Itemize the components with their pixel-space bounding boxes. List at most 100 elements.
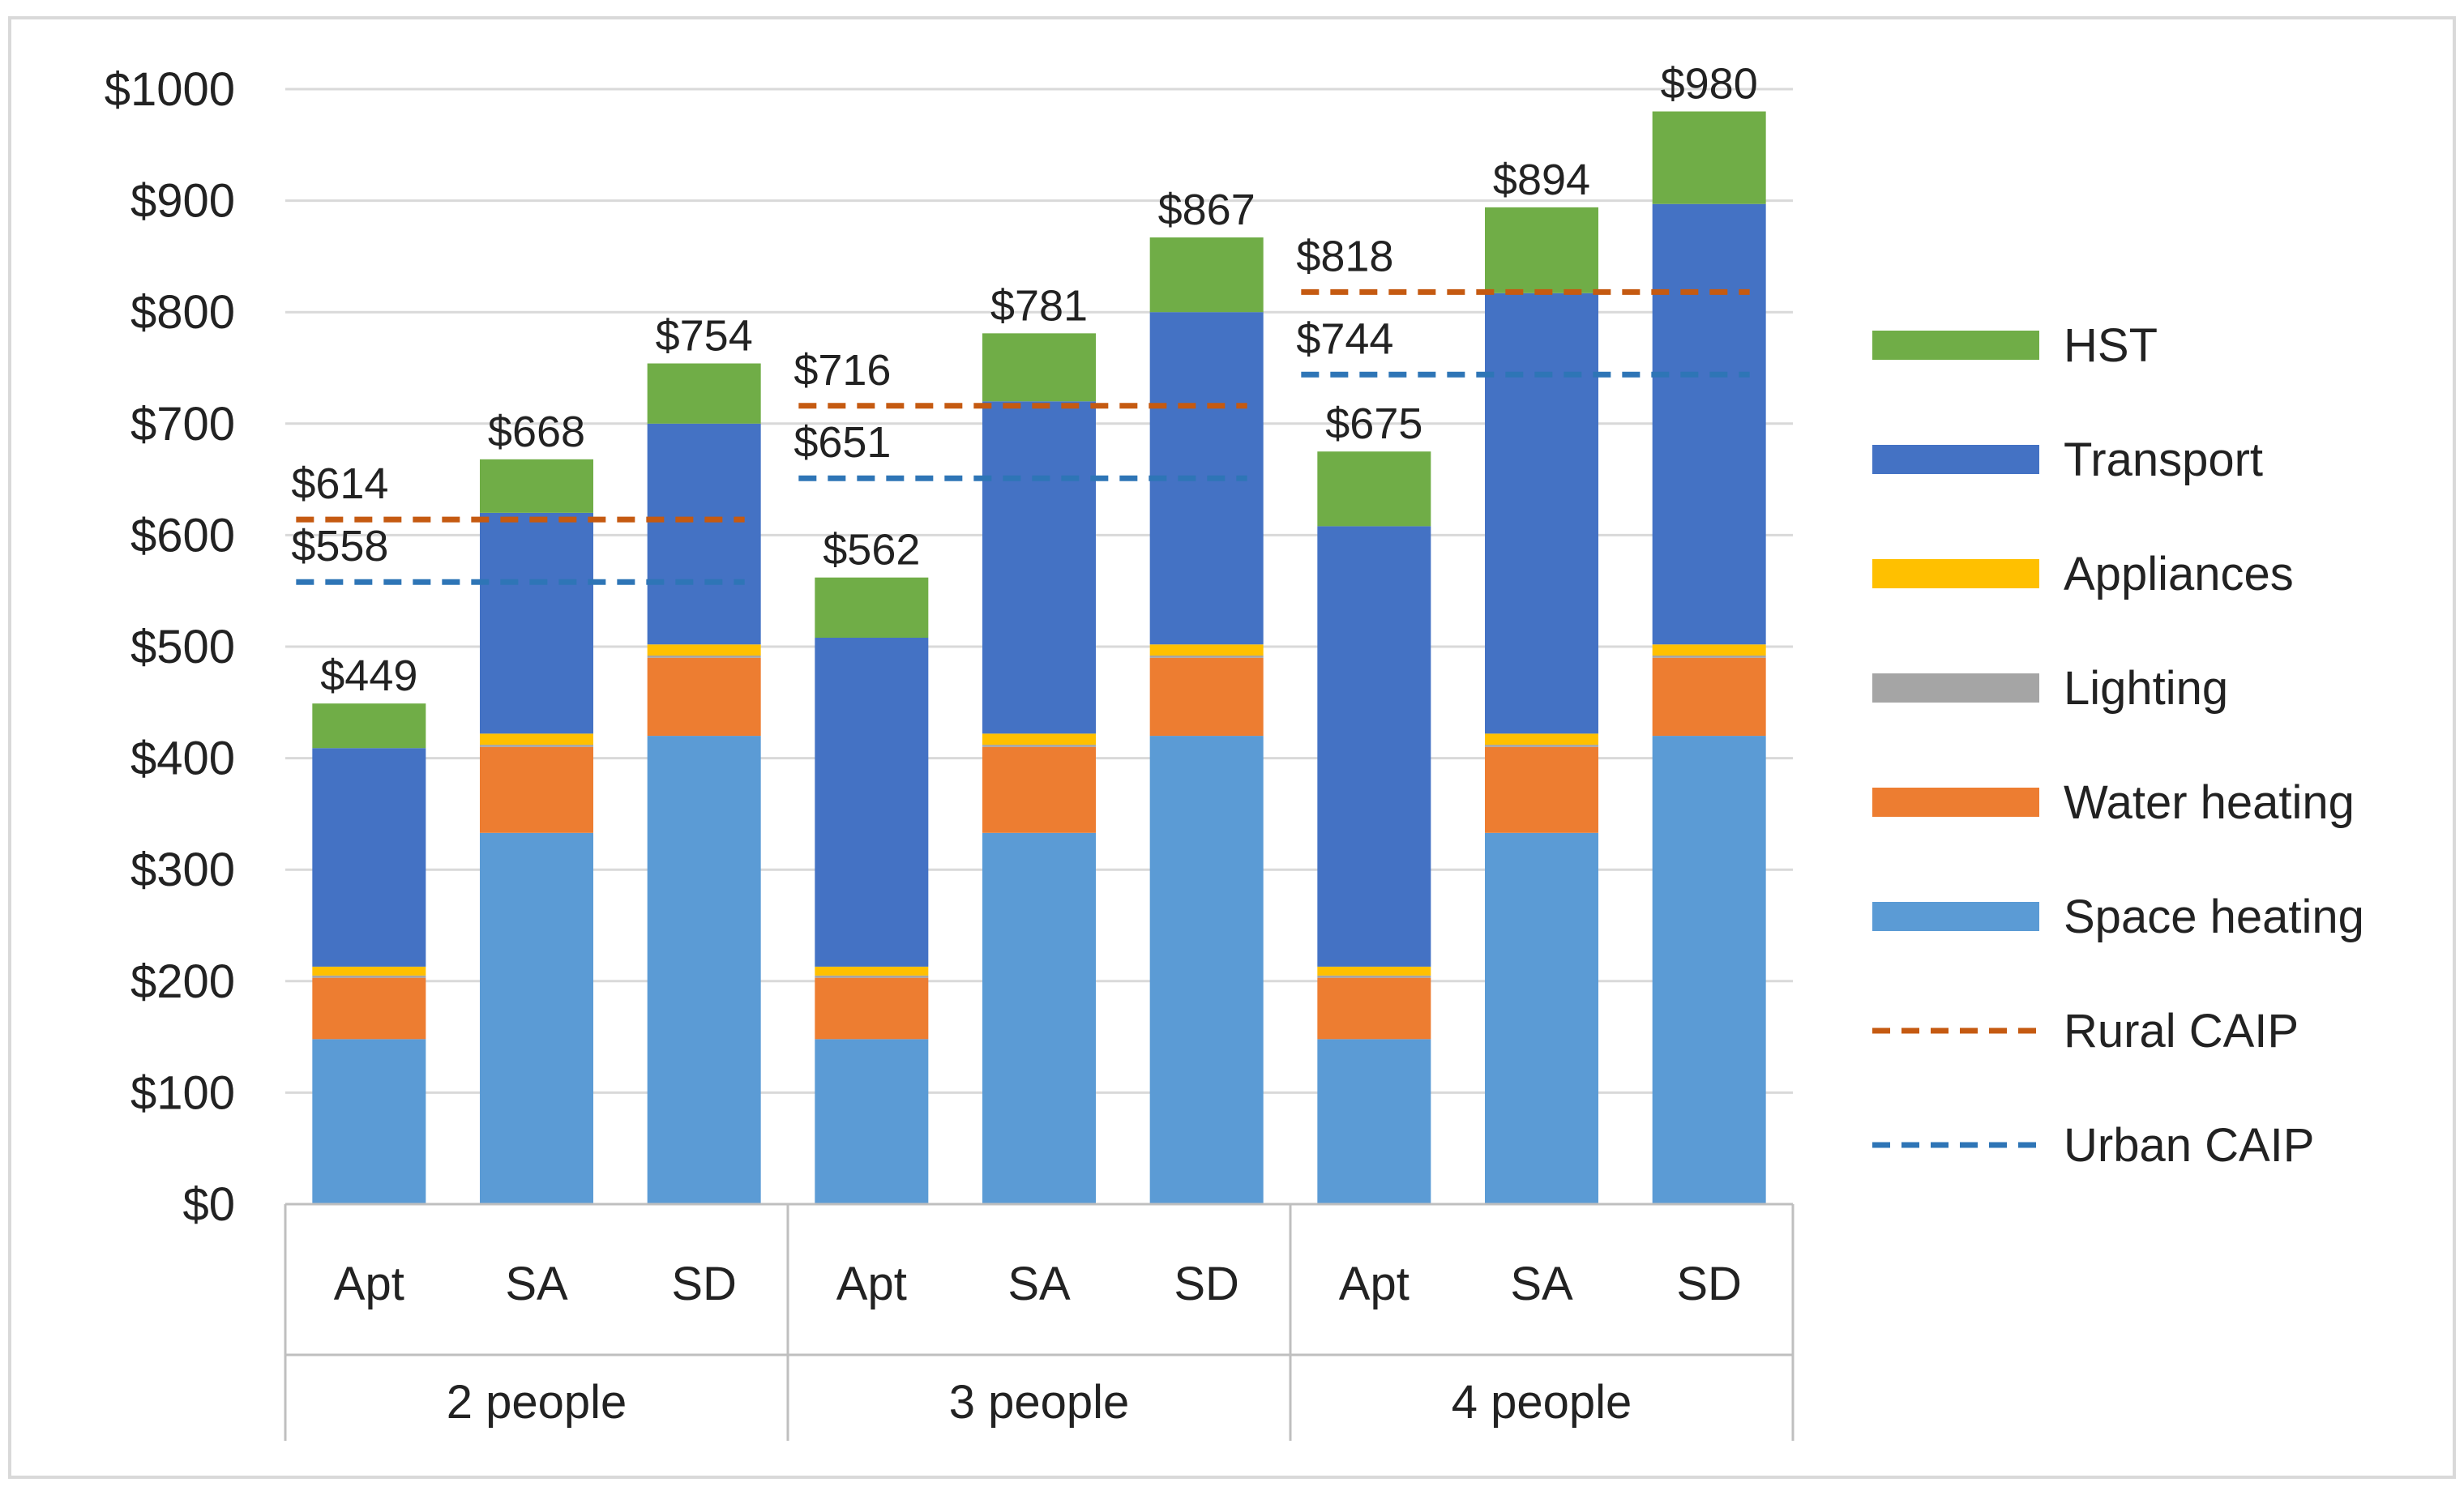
- bar-segment-lighting: [312, 975, 426, 978]
- legend-label-space-heating: Space heating: [2064, 891, 2364, 943]
- y-tick-label: $800: [130, 286, 235, 339]
- x-group-label: 4 people: [1452, 1376, 1632, 1429]
- x-tick-label: SD: [671, 1258, 737, 1310]
- bar-segment-hst: [1149, 237, 1264, 313]
- bar-total-label: $668: [488, 408, 585, 456]
- rural-caip-label: $818: [1296, 232, 1393, 280]
- legend-label-transport: Transport: [2064, 434, 2263, 486]
- urban-caip-label: $558: [291, 522, 388, 570]
- bar-total-label: $675: [1325, 399, 1422, 448]
- y-tick-label: $900: [130, 175, 235, 228]
- bar-segment-lighting: [647, 656, 761, 658]
- legend-label-hst: HST: [2064, 319, 2158, 372]
- bar-segment-space-heating: [480, 832, 593, 1204]
- bar-segment-lighting: [1149, 656, 1264, 658]
- bar-segment-lighting: [1317, 975, 1431, 978]
- bar-segment-appliances: [1149, 644, 1264, 656]
- bar-total-label: $449: [320, 652, 417, 700]
- rural-caip-label: $614: [291, 459, 388, 508]
- urban-caip-label: $651: [794, 418, 891, 467]
- bar-segment-lighting: [1485, 745, 1598, 747]
- bar-segment-space-heating: [1652, 736, 1766, 1204]
- bar-segment-transport: [647, 423, 761, 645]
- x-tick-label: Apt: [836, 1258, 907, 1310]
- bar-segment-space-heating: [815, 1039, 929, 1204]
- bar-segment-hst: [1485, 207, 1598, 293]
- legend-label-urban-caip: Urban CAIP: [2064, 1119, 2314, 1172]
- bar-segment-appliances: [1317, 966, 1431, 976]
- bar-segment-lighting: [1652, 656, 1766, 658]
- bar-segment-appliances: [480, 733, 593, 746]
- bar-segment-space-heating: [312, 1039, 426, 1204]
- x-group-label: 3 people: [949, 1376, 1130, 1429]
- bar-total-label: $781: [990, 281, 1088, 330]
- bar-segment-transport: [480, 512, 593, 734]
- bar-segment-water-heating: [1485, 746, 1598, 833]
- bar-segment-appliances: [815, 966, 929, 976]
- x-tick-label: Apt: [1339, 1258, 1410, 1310]
- bar-total-label: $867: [1158, 186, 1256, 234]
- bar-segment-water-heating: [1317, 977, 1431, 1040]
- bar-total-label: $562: [823, 526, 920, 575]
- bar-segment-lighting: [480, 745, 593, 747]
- bar-segment-water-heating: [1149, 657, 1264, 737]
- bar-segment-transport: [1652, 203, 1766, 645]
- legend-label-water-heating: Water heating: [2064, 776, 2355, 829]
- bar-total-label: $894: [1493, 156, 1590, 204]
- bar-segment-water-heating: [480, 746, 593, 833]
- bar-segment-space-heating: [1317, 1039, 1431, 1204]
- legend-swatch-transport: [1872, 445, 2039, 474]
- bar-segment-appliances: [1485, 733, 1598, 746]
- bar-segment-hst: [312, 703, 426, 749]
- bar-segment-water-heating: [647, 657, 761, 737]
- x-tick-label: Apt: [334, 1258, 404, 1310]
- bar-segment-transport: [815, 637, 929, 967]
- y-tick-label: $1000: [105, 63, 235, 116]
- rural-caip-label: $716: [794, 346, 891, 395]
- bar-total-label: $980: [1661, 60, 1758, 109]
- bar-segment-water-heating: [312, 977, 426, 1040]
- y-tick-label: $200: [130, 955, 235, 1008]
- bar-segment-transport: [312, 748, 426, 967]
- y-tick-label: $500: [130, 621, 235, 673]
- bar-segment-space-heating: [982, 832, 1096, 1204]
- bar-segment-water-heating: [982, 746, 1096, 833]
- y-tick-label: $600: [130, 509, 235, 562]
- bar-segment-appliances: [982, 733, 1096, 746]
- legend-label-lighting: Lighting: [2064, 662, 2228, 715]
- legend-swatch-hst: [1872, 331, 2039, 360]
- bar-segment-space-heating: [1485, 832, 1598, 1204]
- x-tick-label: SA: [1007, 1258, 1071, 1310]
- legend-swatch-water-heating: [1872, 788, 2039, 817]
- x-tick-label: SA: [1510, 1258, 1573, 1310]
- legend-label-appliances: Appliances: [2064, 548, 2294, 600]
- bar-segment-hst: [480, 459, 593, 513]
- bar-segment-lighting: [982, 745, 1096, 747]
- urban-caip-label: $744: [1296, 314, 1393, 363]
- bar-segment-water-heating: [1652, 657, 1766, 737]
- x-tick-label: SD: [1174, 1258, 1239, 1310]
- bar-segment-water-heating: [815, 977, 929, 1040]
- bar-segment-appliances: [647, 644, 761, 656]
- bar-segment-appliances: [1652, 644, 1766, 656]
- legend-swatch-appliances: [1872, 559, 2039, 588]
- bar-total-label: $754: [656, 311, 753, 360]
- x-tick-label: SA: [505, 1258, 568, 1310]
- x-group-label: 2 people: [447, 1376, 627, 1429]
- bar-segment-space-heating: [1149, 736, 1264, 1204]
- bar-segment-transport: [1485, 293, 1598, 734]
- bar-segment-hst: [1317, 451, 1431, 527]
- bar-segment-hst: [647, 363, 761, 424]
- bar-segment-space-heating: [647, 736, 761, 1204]
- legend-swatch-lighting: [1872, 673, 2039, 703]
- y-tick-label: $0: [182, 1178, 235, 1231]
- legend-label-rural-caip: Rural CAIP: [2064, 1005, 2299, 1057]
- bar-segment-lighting: [815, 975, 929, 978]
- bar-segment-appliances: [312, 966, 426, 976]
- bar-segment-transport: [1317, 526, 1431, 967]
- bar-segment-hst: [982, 333, 1096, 402]
- legend-swatch-space-heating: [1872, 902, 2039, 931]
- y-tick-label: $300: [130, 844, 235, 896]
- y-tick-label: $700: [130, 398, 235, 451]
